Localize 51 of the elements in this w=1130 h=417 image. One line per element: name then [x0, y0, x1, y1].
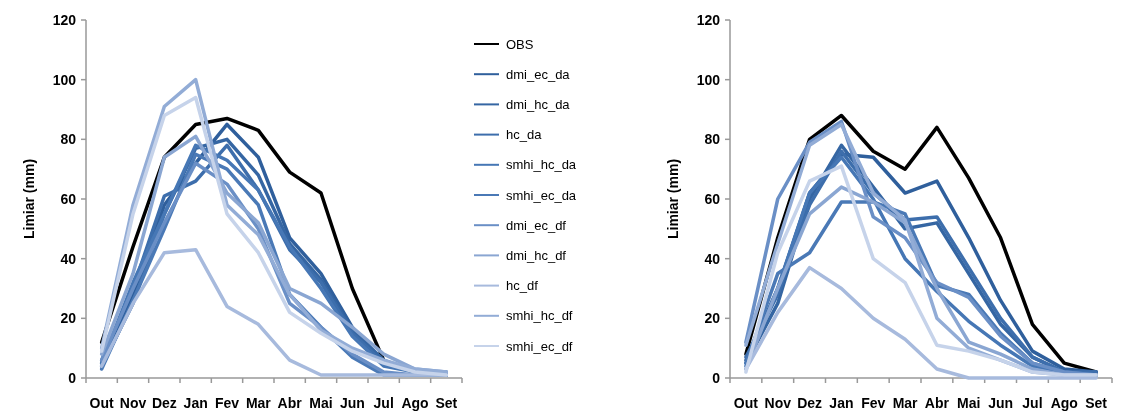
y-tick-label: 40: [704, 250, 721, 267]
legend-label: dmi_ec_da: [506, 66, 571, 82]
y-tick-label: 80: [704, 131, 721, 148]
x-tick-label: Mar: [892, 395, 919, 411]
x-tick-label: Set: [435, 395, 458, 411]
legend-label: dmi_ec_df: [506, 217, 567, 233]
y-axis-title: Limiar (mm): [665, 158, 681, 240]
x-tick-label: Fev: [214, 395, 240, 411]
y-tick-label: 60: [60, 190, 77, 207]
legend-label: smhi_ec_da: [506, 187, 577, 203]
x-tick-label: Nov: [764, 395, 792, 411]
legend-label: dmi_hc_da: [506, 96, 571, 112]
y-tick-label: 20: [704, 310, 721, 327]
x-tick-label: Jul: [373, 395, 394, 411]
x-tick-label: Jan: [183, 395, 208, 411]
y-tick-label: 80: [60, 131, 77, 148]
y-tick-label: 0: [68, 369, 77, 386]
legend-label: smhi_hc_da: [506, 157, 577, 173]
x-tick-label: Ago: [1050, 395, 1078, 411]
y-tick-label: 40: [60, 250, 77, 267]
legend-label: smhi_hc_df: [506, 308, 573, 324]
legend-label: OBS: [506, 36, 534, 52]
x-tick-label: Jun: [988, 395, 1014, 411]
x-tick-label: Ago: [401, 395, 429, 411]
y-tick-label: 20: [60, 310, 77, 327]
x-tick-label: Set: [1085, 395, 1108, 411]
x-tick-label: Mar: [245, 395, 272, 411]
x-tick-label: Mai: [957, 395, 981, 411]
y-tick-label: 100: [52, 71, 77, 88]
y-tick-label: 100: [696, 71, 721, 88]
x-tick-label: Mai: [309, 395, 333, 411]
x-tick-label: Abr: [277, 395, 303, 411]
legend-label: hc_da: [506, 127, 543, 143]
legend-label: dmi_hc_df: [506, 247, 567, 263]
legend-label: hc_df: [506, 278, 539, 294]
x-tick-label: Jun: [339, 395, 365, 411]
x-tick-label: Abr: [924, 395, 950, 411]
x-tick-label: Nov: [119, 395, 147, 411]
x-tick-label: Dez: [797, 395, 823, 411]
y-tick-label: 120: [52, 11, 77, 28]
x-tick-label: Out: [89, 395, 115, 411]
x-tick-label: Dez: [151, 395, 177, 411]
legend-label: smhi_ec_df: [506, 338, 573, 354]
y-axis-title: Limiar (mm): [21, 158, 37, 240]
x-tick-label: Jan: [829, 395, 854, 411]
x-tick-label: Jul: [1022, 395, 1043, 411]
y-tick-label: 60: [704, 190, 721, 207]
x-tick-label: Fev: [861, 395, 886, 411]
y-tick-label: 120: [696, 11, 721, 28]
y-tick-label: 0: [712, 369, 721, 386]
x-tick-label: Out: [733, 395, 759, 411]
